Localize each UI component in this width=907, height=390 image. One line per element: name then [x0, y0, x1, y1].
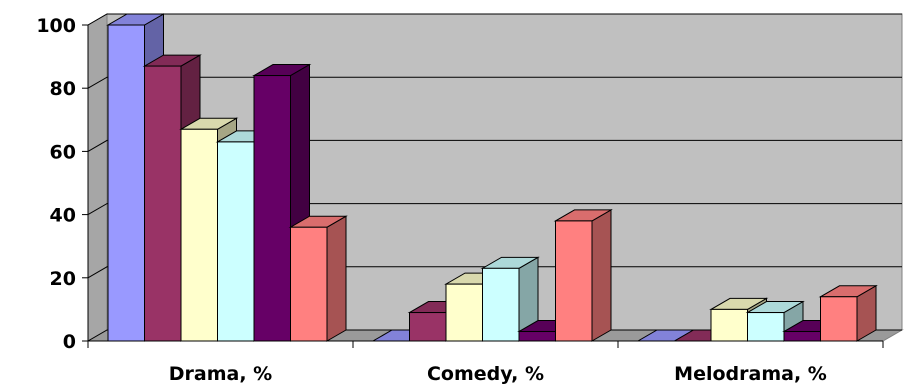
y-tick-label: 80: [50, 78, 76, 100]
bar: [745, 300, 805, 342]
bar: [553, 209, 613, 342]
x-tick-label: Comedy, %: [427, 363, 544, 385]
gridline: [87, 329, 902, 342]
bar: [818, 284, 878, 342]
y-tick-label: 20: [50, 268, 76, 290]
y-tick-label: 100: [36, 15, 76, 37]
bar: [288, 215, 348, 342]
y-tick-label: 60: [50, 141, 76, 163]
gridline: [87, 76, 902, 89]
x-tick-label: Melodrama, %: [674, 363, 827, 385]
side-wall: [87, 13, 108, 342]
bar: [480, 256, 540, 342]
gridline: [87, 139, 902, 152]
x-tick-label: Drama, %: [169, 363, 272, 385]
y-tick-label: 0: [63, 331, 76, 353]
gridline: [87, 266, 902, 279]
y-tick-label: 40: [50, 205, 76, 227]
gridline: [87, 13, 902, 26]
gridline: [87, 203, 902, 216]
